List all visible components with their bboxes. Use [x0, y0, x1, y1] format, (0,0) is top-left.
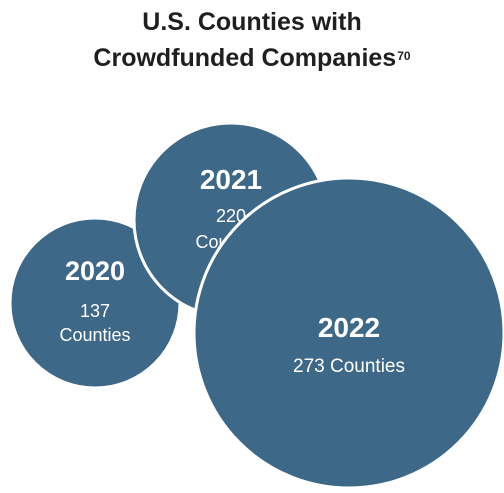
bubble-2022: 2022 273 Counties — [192, 176, 504, 490]
bubble-year-label-2021: 2021 — [200, 164, 262, 195]
bubble-value-label-2022-0: 273 Counties — [293, 356, 405, 377]
bubble-2020: 2020 137 Counties — [8, 216, 182, 390]
bubble-value-label-2021-0: 220 — [216, 206, 246, 226]
bubble-circle-2022 — [192, 176, 504, 490]
bubbles-layer: 2020 137 Counties 2021 220 Counties 2022 273 Co… — [8, 121, 504, 490]
bubble-year-label-2020: 2020 — [65, 256, 125, 286]
title-footnote-marker: 70 — [397, 49, 411, 63]
bubble-value-label-2020-0: 137 — [80, 301, 110, 321]
bubble-year-label-2022: 2022 — [318, 312, 380, 343]
chart-title-line-2: Crowdfunded Companies — [93, 44, 397, 72]
chart-title-line-1: U.S. Counties with — [142, 8, 362, 36]
bubble-value-label-2020-1: Counties — [59, 325, 130, 345]
chart-title: U.S. Counties with Crowdfunded Companies… — [0, 4, 504, 76]
